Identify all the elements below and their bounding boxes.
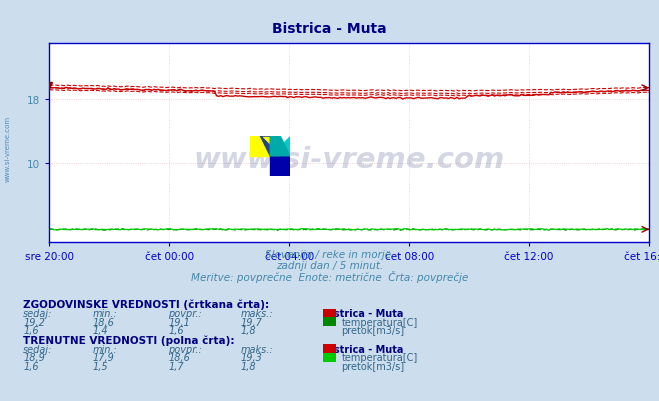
Text: sedaj:: sedaj:	[23, 344, 53, 354]
Text: 1,6: 1,6	[168, 326, 184, 336]
Text: 18,6: 18,6	[92, 317, 114, 327]
Text: www.si-vreme.com: www.si-vreme.com	[194, 145, 505, 173]
Text: 1,5: 1,5	[92, 361, 108, 371]
Text: sedaj:: sedaj:	[23, 308, 53, 318]
Text: pretok[m3/s]: pretok[m3/s]	[341, 326, 405, 336]
Text: Bistrica - Muta: Bistrica - Muta	[323, 308, 403, 318]
Polygon shape	[260, 136, 280, 156]
Text: temperatura[C]: temperatura[C]	[341, 317, 418, 327]
Text: 1,7: 1,7	[168, 361, 184, 371]
Polygon shape	[270, 136, 290, 156]
Text: 1,6: 1,6	[23, 361, 39, 371]
Text: 1,6: 1,6	[23, 326, 39, 336]
Text: 1,4: 1,4	[92, 326, 108, 336]
Text: 19,7: 19,7	[241, 317, 262, 327]
Text: TRENUTNE VREDNOSTI (polna črta):: TRENUTNE VREDNOSTI (polna črta):	[23, 334, 235, 345]
Text: povpr.:: povpr.:	[168, 308, 202, 318]
Bar	[270, 156, 290, 176]
Text: min.:: min.:	[92, 344, 117, 354]
Text: min.:: min.:	[92, 308, 117, 318]
Text: 18,9: 18,9	[23, 352, 45, 363]
Polygon shape	[270, 136, 290, 156]
Bar	[250, 136, 270, 156]
Text: 1,8: 1,8	[241, 326, 256, 336]
Text: www.si-vreme.com: www.si-vreme.com	[5, 115, 11, 181]
Text: 17,9: 17,9	[92, 352, 114, 363]
Text: pretok[m3/s]: pretok[m3/s]	[341, 361, 405, 371]
Text: Bistrica - Muta: Bistrica - Muta	[323, 344, 403, 354]
Text: 19,1: 19,1	[168, 317, 190, 327]
Text: Bistrica - Muta: Bistrica - Muta	[272, 22, 387, 36]
Text: maks.:: maks.:	[241, 344, 273, 354]
Text: temperatura[C]: temperatura[C]	[341, 352, 418, 363]
Text: maks.:: maks.:	[241, 308, 273, 318]
Text: povpr.:: povpr.:	[168, 344, 202, 354]
Text: 18,6: 18,6	[168, 352, 190, 363]
Text: ZGODOVINSKE VREDNOSTI (črtkana črta):: ZGODOVINSKE VREDNOSTI (črtkana črta):	[23, 299, 269, 309]
Text: Slovenija / reke in morje.: Slovenija / reke in morje.	[265, 249, 394, 259]
Text: 19,3: 19,3	[241, 352, 262, 363]
Text: 19,2: 19,2	[23, 317, 45, 327]
Text: zadnji dan / 5 minut.: zadnji dan / 5 minut.	[276, 261, 383, 271]
Text: Meritve: povprečne  Enote: metrične  Črta: povprečje: Meritve: povprečne Enote: metrične Črta:…	[191, 270, 468, 282]
Text: 1,8: 1,8	[241, 361, 256, 371]
